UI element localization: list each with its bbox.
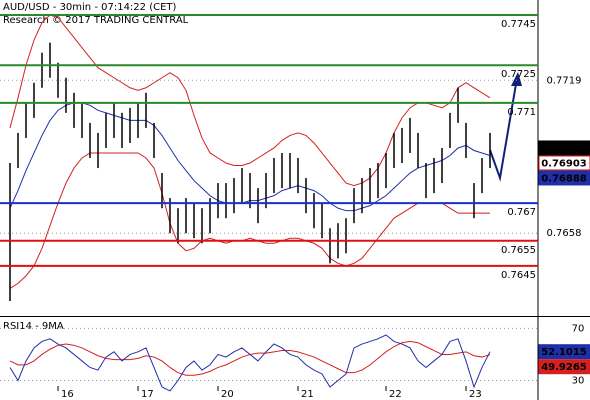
x-tick-label: 16 [61,389,74,400]
bollinger-upper [9,14,491,187]
value-box [538,170,590,186]
level-label: 0.7745 [501,19,536,30]
forecast-arrowhead [511,72,522,86]
value-box-label: 49.9265 [541,362,587,373]
chart-subtitle: Research © 2017 TRADING CENTRAL [3,15,189,26]
x-tick-label: 20 [221,389,234,400]
level-label: 0.7655 [501,245,536,256]
value-box-label: 0.76903 [541,158,587,169]
value-box-label: 0.76888 [541,173,587,184]
level-label: 0.767 [507,207,536,218]
chart-title: AUD/USD - 30min - 07:14:22 (CET) [3,2,177,13]
y-tick-label: 70 [572,323,585,334]
y-tick-label: 0.7658 [547,228,582,239]
value-box-label: 0.7692 [545,143,584,154]
value-box [538,359,590,375]
level-label: 0.7725 [501,69,536,80]
rsi-title: RSI14 - 9MA [3,321,64,332]
level-label: 0.7645 [501,270,536,281]
x-tick-label: 22 [389,389,402,400]
y-tick-label: 30 [572,375,585,386]
y-tick-label: 0.7719 [547,75,582,86]
x-tick-label: 23 [469,389,482,400]
x-tick-label: 17 [141,389,154,400]
value-box-label: 52.1015 [541,347,587,358]
x-tick-label: 21 [301,389,314,400]
level-label: 0.771 [507,107,536,118]
value-box [538,140,590,156]
forecast-arrow [489,83,517,182]
rsi-line [9,334,491,392]
value-box [538,344,590,360]
value-box [538,155,590,171]
